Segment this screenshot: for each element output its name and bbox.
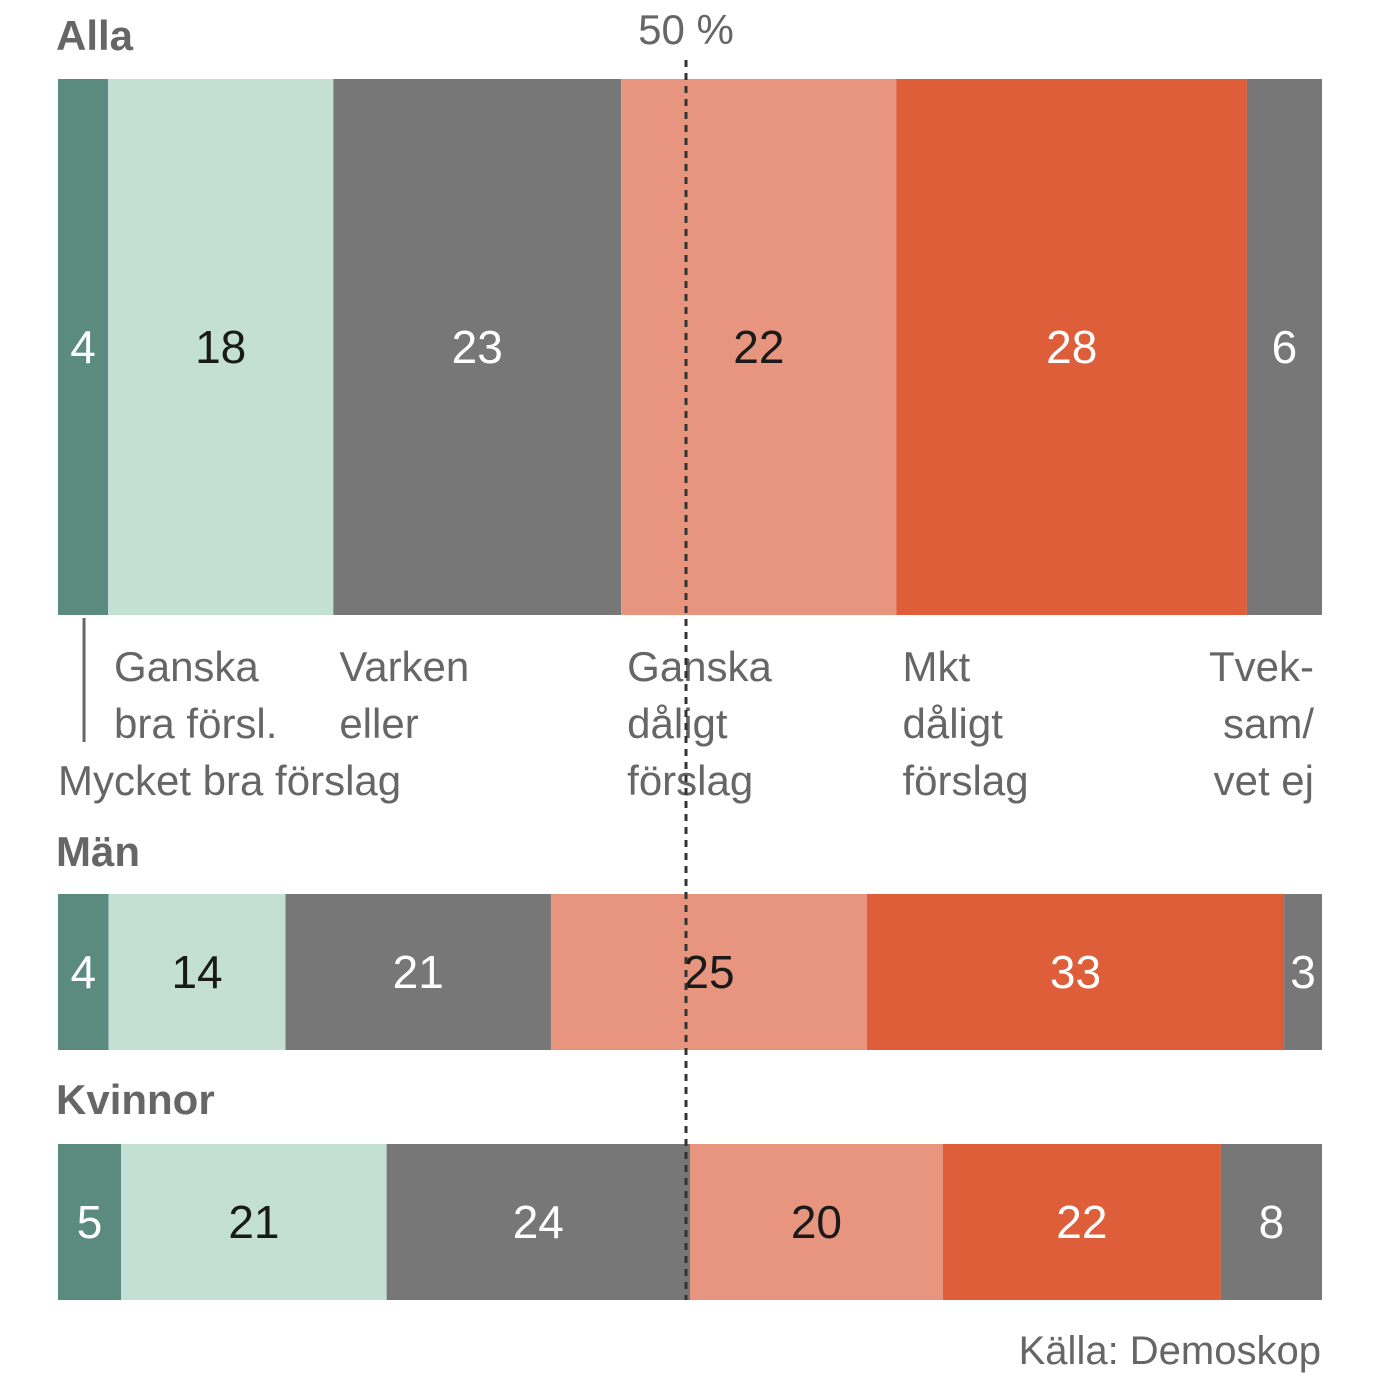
group-title-kvinnor: Kvinnor <box>56 1076 215 1123</box>
data-label-alla-4: 22 <box>733 321 784 373</box>
bar-segment-kvinnor-1 <box>58 1144 122 1300</box>
data-label-alla-2: 18 <box>195 321 246 373</box>
data-label-alla-1: 4 <box>70 321 96 373</box>
category-label-3-line-2: eller <box>339 700 418 747</box>
group-title-m-n: Män <box>56 828 140 875</box>
data-label-m-n-6: 3 <box>1290 946 1316 998</box>
data-label-kvinnor-5: 22 <box>1056 1196 1107 1248</box>
category-label-4-line-2: dåligt <box>627 700 728 747</box>
category-label-4-line-3: förslag <box>627 757 753 804</box>
category-label-6-line-2: sam/ <box>1223 700 1314 747</box>
bar-segment-m-n-1 <box>58 894 109 1050</box>
data-label-alla-5: 28 <box>1046 321 1097 373</box>
bar-segment-m-n-2 <box>108 894 286 1050</box>
source-note: Källa: Demoskop <box>1019 1329 1321 1373</box>
data-label-kvinnor-3: 24 <box>513 1196 564 1248</box>
bar-segment-kvinnor-3 <box>386 1144 690 1300</box>
category-label-2-line-2: bra försl. <box>114 700 277 747</box>
data-label-m-n-4: 25 <box>683 946 734 998</box>
category-label-4-line-1: Ganska <box>627 643 772 690</box>
category-label-5-line-3: förslag <box>902 757 1028 804</box>
data-label-m-n-2: 14 <box>171 946 222 998</box>
bar-segment-kvinnor-4 <box>690 1144 943 1300</box>
data-label-alla-6: 6 <box>1272 321 1298 373</box>
bar-segment-m-n-5 <box>866 894 1285 1050</box>
data-label-kvinnor-6: 8 <box>1259 1196 1285 1248</box>
data-label-kvinnor-1: 5 <box>77 1196 103 1248</box>
data-label-m-n-1: 4 <box>70 946 96 998</box>
bar-segment-alla-3 <box>333 79 622 615</box>
data-label-m-n-5: 33 <box>1050 946 1101 998</box>
data-label-kvinnor-2: 21 <box>228 1196 279 1248</box>
bar-segment-alla-2 <box>108 79 334 615</box>
bar-segment-alla-1 <box>58 79 109 615</box>
category-label-6-line-3: vet ej <box>1214 757 1314 804</box>
data-label-alla-3: 23 <box>452 321 503 373</box>
group-title-alla: Alla <box>56 12 134 59</box>
bar-segment-kvinnor-5 <box>942 1144 1221 1300</box>
bar-segment-alla-6 <box>1246 79 1322 615</box>
bar-segment-m-n-6 <box>1284 894 1322 1050</box>
bar-segment-m-n-4 <box>550 894 867 1050</box>
data-label-m-n-3: 21 <box>393 946 444 998</box>
bar-segment-kvinnor-2 <box>121 1144 387 1300</box>
bar-segment-m-n-3 <box>285 894 551 1050</box>
category-label-3-line-1: Varken <box>339 643 469 690</box>
category-label-2-line-1: Ganska <box>114 643 259 690</box>
bar-segment-alla-4 <box>621 79 897 615</box>
category-label-6-line-1: Tvek- <box>1209 643 1314 690</box>
category-label-5-line-1: Mkt <box>902 643 970 690</box>
bar-segment-alla-5 <box>896 79 1247 615</box>
data-label-kvinnor-4: 20 <box>791 1196 842 1248</box>
reference-label: 50 % <box>638 6 734 53</box>
category-label-1-line-1: Mycket bra förslag <box>58 757 401 804</box>
category-label-5-line-2: dåligt <box>902 700 1003 747</box>
bar-segment-kvinnor-6 <box>1220 1144 1322 1300</box>
